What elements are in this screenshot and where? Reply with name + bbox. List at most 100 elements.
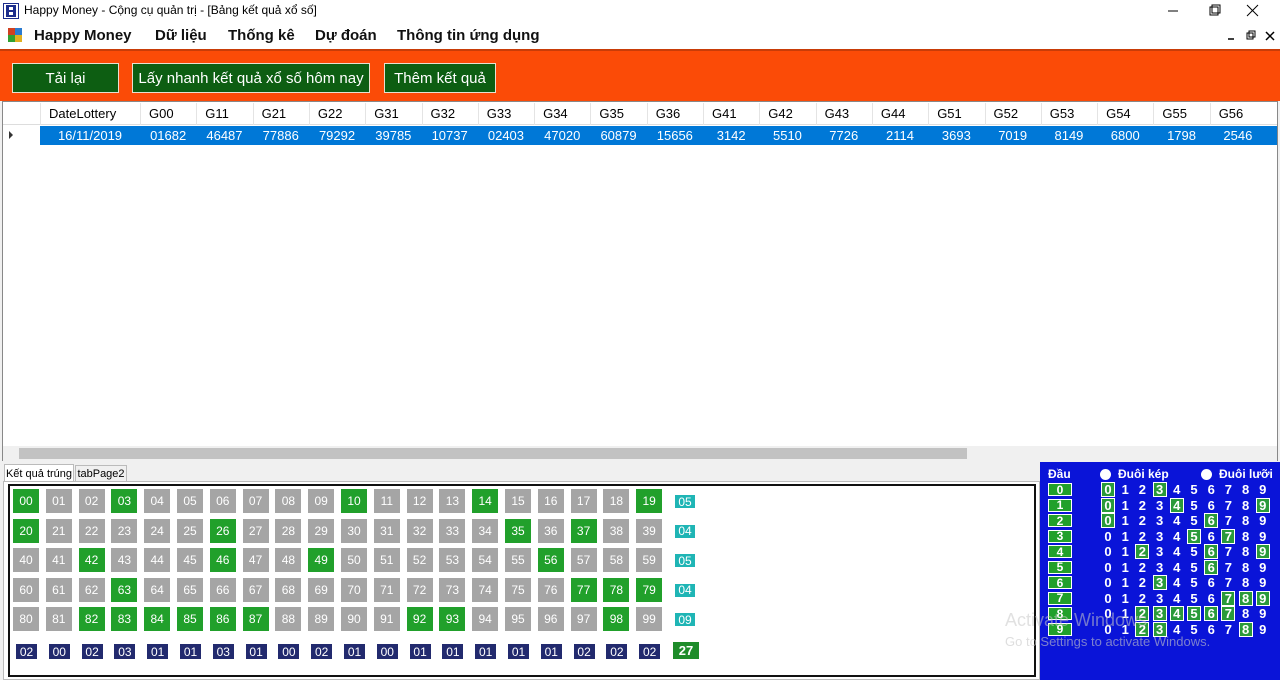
number-cell[interactable]: 90 bbox=[341, 607, 367, 631]
number-cell[interactable]: 64 bbox=[144, 577, 171, 602]
number-cell[interactable]: 70 bbox=[341, 577, 367, 602]
table-cell[interactable]: 16/11/2019 bbox=[57, 128, 123, 143]
number-cell[interactable]: 65 bbox=[177, 577, 203, 602]
tab[interactable]: tabPage2 bbox=[75, 465, 127, 481]
number-cell[interactable]: 29 bbox=[308, 518, 335, 543]
number-cell[interactable]: 82 bbox=[78, 607, 105, 631]
table-cell[interactable]: 02403 bbox=[487, 128, 525, 143]
number-cell[interactable]: 47 bbox=[242, 548, 269, 572]
number-cell[interactable]: 46 bbox=[209, 548, 236, 572]
number-cell[interactable]: 53 bbox=[439, 548, 466, 572]
number-cell[interactable]: 91 bbox=[373, 607, 400, 631]
menu-item[interactable]: Thống kê bbox=[228, 27, 295, 44]
number-cell[interactable]: 74 bbox=[472, 577, 499, 602]
table-cell[interactable]: 3142 bbox=[716, 128, 746, 143]
number-cell[interactable]: 78 bbox=[603, 577, 630, 602]
radio-label[interactable]: Đuôi kép bbox=[1118, 467, 1169, 481]
number-cell[interactable]: 35 bbox=[505, 518, 531, 543]
number-cell[interactable]: 25 bbox=[177, 518, 203, 543]
number-cell[interactable]: 07 bbox=[242, 489, 269, 513]
number-cell[interactable]: 26 bbox=[209, 518, 236, 543]
number-cell[interactable]: 77 bbox=[570, 577, 597, 602]
number-cell[interactable]: 15 bbox=[505, 489, 531, 513]
number-cell[interactable]: 05 bbox=[177, 489, 203, 513]
number-cell[interactable]: 89 bbox=[308, 607, 335, 631]
number-cell[interactable]: 87 bbox=[242, 607, 269, 631]
number-cell[interactable]: 95 bbox=[505, 607, 531, 631]
number-cell[interactable]: 71 bbox=[373, 577, 400, 602]
number-cell[interactable]: 94 bbox=[472, 607, 499, 631]
mdi-controls[interactable] bbox=[1222, 26, 1280, 46]
number-cell[interactable]: 93 bbox=[439, 607, 466, 631]
number-cell[interactable]: 50 bbox=[341, 548, 367, 572]
number-cell[interactable]: 32 bbox=[406, 518, 433, 543]
number-cell[interactable]: 97 bbox=[570, 607, 597, 631]
number-cell[interactable]: 38 bbox=[603, 518, 630, 543]
scroll-thumb[interactable] bbox=[19, 448, 967, 459]
number-cell[interactable]: 12 bbox=[406, 489, 433, 513]
number-cell[interactable]: 49 bbox=[308, 548, 335, 572]
number-cell[interactable]: 27 bbox=[242, 518, 269, 543]
number-cell[interactable]: 36 bbox=[537, 518, 564, 543]
tab[interactable]: Kết quả trúng bbox=[4, 464, 74, 482]
number-cell[interactable]: 56 bbox=[537, 548, 564, 572]
table-cell[interactable]: 6800 bbox=[1110, 128, 1140, 143]
number-cell[interactable]: 48 bbox=[275, 548, 302, 572]
number-cell[interactable]: 02 bbox=[78, 489, 105, 513]
number-cell[interactable]: 18 bbox=[603, 489, 630, 513]
table-cell[interactable]: 01682 bbox=[150, 128, 187, 143]
number-cell[interactable]: 62 bbox=[78, 577, 105, 602]
menu-item[interactable]: Dự đoán bbox=[315, 27, 377, 44]
number-cell[interactable]: 98 bbox=[603, 607, 630, 631]
number-cell[interactable]: 19 bbox=[636, 489, 663, 513]
number-cell[interactable]: 60 bbox=[13, 577, 39, 602]
table-cell[interactable]: 39785 bbox=[375, 128, 412, 143]
number-cell[interactable]: 43 bbox=[111, 548, 138, 572]
table-cell[interactable]: 15656 bbox=[656, 128, 693, 143]
number-cell[interactable]: 20 bbox=[13, 518, 39, 543]
number-cell[interactable]: 24 bbox=[144, 518, 171, 543]
table-cell[interactable]: 2546 bbox=[1223, 128, 1253, 143]
table-cell[interactable]: 60879 bbox=[600, 128, 637, 143]
number-cell[interactable]: 79 bbox=[636, 577, 663, 602]
number-cell[interactable]: 21 bbox=[45, 518, 72, 543]
number-cell[interactable]: 08 bbox=[275, 489, 302, 513]
number-cell[interactable]: 67 bbox=[242, 577, 269, 602]
number-cell[interactable]: 23 bbox=[111, 518, 138, 543]
number-cell[interactable]: 11 bbox=[373, 489, 400, 513]
number-cell[interactable]: 96 bbox=[537, 607, 564, 631]
number-cell[interactable]: 33 bbox=[439, 518, 466, 543]
number-cell[interactable]: 09 bbox=[308, 489, 335, 513]
number-cell[interactable]: 41 bbox=[45, 548, 72, 572]
number-cell[interactable]: 92 bbox=[406, 607, 433, 631]
toolbar-button[interactable]: Thêm kết quả bbox=[384, 63, 496, 93]
number-cell[interactable]: 75 bbox=[505, 577, 531, 602]
number-cell[interactable]: 88 bbox=[275, 607, 302, 631]
number-cell[interactable]: 17 bbox=[570, 489, 597, 513]
number-cell[interactable]: 42 bbox=[78, 548, 105, 572]
number-cell[interactable]: 00 bbox=[13, 489, 39, 513]
radio[interactable] bbox=[1201, 469, 1212, 480]
number-cell[interactable]: 03 bbox=[111, 489, 138, 513]
number-cell[interactable]: 22 bbox=[78, 518, 105, 543]
number-cell[interactable]: 04 bbox=[144, 489, 171, 513]
number-cell[interactable]: 37 bbox=[570, 518, 597, 543]
table-cell[interactable]: 5510 bbox=[772, 128, 802, 143]
number-cell[interactable]: 39 bbox=[636, 518, 663, 543]
number-cell[interactable]: 06 bbox=[209, 489, 236, 513]
number-cell[interactable]: 57 bbox=[570, 548, 597, 572]
number-cell[interactable]: 31 bbox=[373, 518, 400, 543]
number-cell[interactable]: 84 bbox=[144, 607, 171, 631]
number-cell[interactable]: 85 bbox=[177, 607, 203, 631]
number-cell[interactable]: 16 bbox=[537, 489, 564, 513]
number-cell[interactable]: 34 bbox=[472, 518, 499, 543]
toolbar-button[interactable]: Tải lại bbox=[12, 63, 119, 93]
number-cell[interactable]: 72 bbox=[406, 577, 433, 602]
table-cell[interactable]: 7726 bbox=[829, 128, 859, 143]
number-cell[interactable]: 81 bbox=[45, 607, 72, 631]
table-cell[interactable]: 3693 bbox=[941, 128, 971, 143]
number-cell[interactable]: 55 bbox=[505, 548, 531, 572]
table-cell[interactable]: 7019 bbox=[998, 128, 1028, 143]
number-cell[interactable]: 14 bbox=[472, 489, 499, 513]
number-cell[interactable]: 63 bbox=[111, 577, 138, 602]
